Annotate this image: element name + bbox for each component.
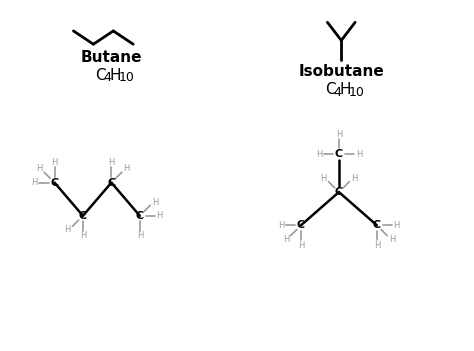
Text: 10: 10: [349, 86, 365, 99]
Text: H: H: [51, 158, 58, 167]
Text: 10: 10: [118, 71, 135, 84]
Text: H: H: [64, 225, 71, 234]
Text: H: H: [351, 174, 357, 183]
Text: H: H: [123, 164, 130, 173]
Text: C: C: [325, 82, 335, 97]
Text: H: H: [336, 130, 342, 139]
Text: C: C: [107, 178, 116, 188]
Text: H: H: [320, 174, 327, 183]
Text: C: C: [335, 187, 343, 197]
Text: H: H: [393, 221, 400, 230]
Text: C: C: [136, 211, 144, 221]
Text: H: H: [298, 241, 304, 250]
Text: C: C: [373, 220, 381, 230]
Text: H: H: [374, 241, 380, 250]
Text: H: H: [389, 234, 395, 244]
Text: H: H: [340, 82, 351, 97]
Text: 4: 4: [334, 86, 341, 99]
Text: H: H: [31, 178, 38, 187]
Text: H: H: [356, 150, 362, 159]
Text: H: H: [283, 234, 289, 244]
Text: H: H: [110, 67, 121, 82]
Text: C: C: [79, 211, 87, 221]
Text: Isobutane: Isobutane: [299, 64, 384, 79]
Text: H: H: [316, 150, 322, 159]
Text: C: C: [335, 149, 343, 159]
Text: Butane: Butane: [81, 49, 142, 65]
Text: H: H: [137, 231, 143, 240]
Text: H: H: [156, 211, 163, 220]
Text: H: H: [80, 231, 86, 240]
Text: C: C: [297, 220, 305, 230]
Text: 4: 4: [104, 71, 111, 84]
Text: H: H: [152, 198, 158, 206]
Text: C: C: [50, 178, 59, 188]
Text: H: H: [278, 221, 284, 230]
Text: H: H: [36, 164, 43, 173]
Text: C: C: [95, 67, 105, 82]
Text: H: H: [108, 158, 115, 167]
